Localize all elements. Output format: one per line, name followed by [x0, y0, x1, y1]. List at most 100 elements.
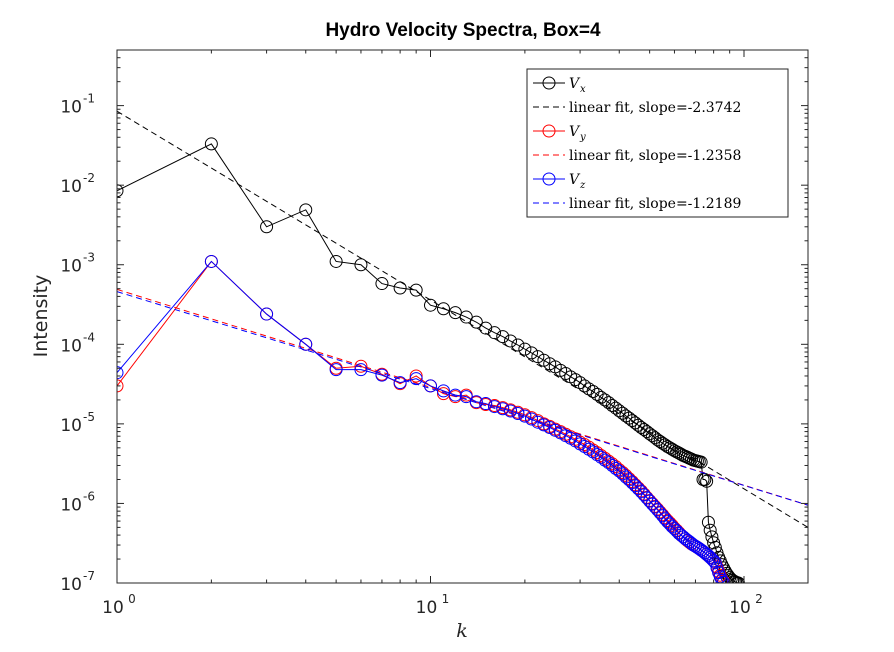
data-point-v-x — [612, 404, 626, 418]
legend-label-linear-fit-slope-2-3742: linear fit, slope=-2.3742 — [569, 100, 741, 116]
data-point-v-z — [609, 461, 623, 475]
y-tick-label: 10 — [60, 336, 82, 356]
data-point-v-y — [354, 359, 368, 373]
y-tick-label: 10 — [60, 575, 82, 595]
data-point-v-x — [511, 338, 525, 352]
data-point-v-z — [715, 573, 729, 583]
y-tick-label: 10 — [60, 257, 82, 277]
data-point-v-x — [354, 258, 368, 272]
data-point-v-z — [525, 412, 539, 426]
data-point-v-y — [409, 369, 423, 383]
data-point-v-x — [329, 254, 343, 268]
x-axis-label: k — [456, 620, 468, 642]
legend-swatch-marker-v-x — [542, 76, 556, 90]
data-point-v-x — [448, 306, 462, 320]
data-point-v-z — [479, 397, 493, 411]
legend-swatch-marker-v-y — [542, 124, 556, 138]
series-line-v-x — [117, 143, 739, 583]
y-tick-exponent: -4 — [83, 330, 95, 344]
data-point-v-x — [409, 283, 423, 297]
data-point-v-x — [568, 373, 582, 387]
data-point-v-z — [701, 549, 715, 563]
data-point-v-x — [504, 334, 518, 348]
y-axis-label: Intensity — [30, 275, 52, 358]
data-point-v-z — [354, 363, 368, 377]
series-layer — [117, 110, 808, 583]
data-point-v-x — [701, 515, 715, 529]
data-point-v-z — [469, 395, 483, 409]
legend-swatch-marker-v-z — [542, 172, 556, 186]
data-point-v-z — [598, 453, 612, 467]
legend-label-sub-v-z: z — [579, 180, 586, 191]
chart-title: Hydro Velocity Spectra, Box=4 — [325, 20, 601, 41]
data-point-v-x — [531, 350, 545, 364]
data-point-v-x — [260, 220, 274, 234]
y-tick-label: 10 — [60, 416, 82, 436]
y-tick-exponent: -1 — [83, 92, 95, 106]
data-point-v-z — [660, 515, 674, 529]
legend-label-v-x: V — [569, 76, 581, 92]
data-point-v-x — [469, 315, 483, 329]
data-point-v-x — [204, 137, 218, 151]
data-point-v-x — [299, 203, 313, 217]
fit-line-linear-fit-slope-1-2189 — [117, 291, 808, 506]
data-point-v-z — [204, 254, 218, 268]
data-point-v-z — [329, 363, 343, 377]
x-tick-label: 10 — [416, 598, 438, 618]
legend-label-linear-fit-slope-1-2189: linear fit, slope=-1.2189 — [569, 196, 741, 212]
series-linear-fit-slope-1-2189 — [117, 291, 808, 506]
axes-box — [116, 49, 809, 584]
data-point-v-z — [299, 337, 313, 351]
data-point-v-x — [703, 523, 717, 537]
data-point-v-z — [665, 520, 679, 534]
y-tick-label: 10 — [60, 177, 82, 197]
x-tick-exponent: 0 — [128, 592, 136, 606]
fit-line-linear-fit-slope-2-3742 — [117, 110, 808, 528]
series-v-z — [117, 254, 730, 583]
data-point-v-z — [707, 554, 721, 568]
data-point-v-z — [658, 512, 672, 526]
data-point-v-x — [459, 310, 473, 324]
data-point-v-y — [117, 379, 124, 393]
data-point-v-z — [496, 402, 510, 416]
data-point-v-x — [479, 321, 493, 335]
legend-box — [526, 68, 789, 218]
y-tick-label: 10 — [60, 98, 82, 118]
data-point-v-x — [436, 302, 450, 316]
data-point-v-x — [424, 298, 437, 312]
data-point-v-x — [616, 406, 630, 420]
data-point-v-x — [731, 576, 745, 583]
data-point-v-z — [703, 550, 717, 564]
y-tick-exponent: -5 — [83, 410, 95, 424]
legend-label-linear-fit-slope-1-2358: linear fit, slope=-1.2358 — [569, 148, 741, 164]
data-point-v-z — [459, 390, 473, 404]
series-linear-fit-slope-2-3742 — [117, 110, 808, 528]
y-tick-exponent: -7 — [83, 569, 95, 583]
data-point-v-z — [117, 366, 124, 380]
y-tick-exponent: -6 — [83, 489, 95, 503]
data-point-v-z — [488, 400, 501, 414]
data-point-v-z — [531, 415, 545, 429]
legend-label-sub-v-x: x — [580, 84, 586, 95]
x-tick-label: 10 — [102, 598, 124, 618]
data-point-v-x — [375, 277, 389, 291]
data-point-v-z — [393, 376, 407, 390]
data-point-v-x — [117, 184, 124, 198]
data-point-v-z — [409, 372, 423, 386]
data-point-v-x — [594, 390, 608, 404]
data-point-v-x — [700, 474, 714, 488]
data-point-v-x — [694, 455, 708, 469]
x-tick-exponent: 1 — [442, 592, 450, 606]
data-point-v-z — [260, 307, 274, 321]
legend-label-v-z: V — [569, 172, 581, 188]
legend-label-sub-v-y: y — [579, 132, 586, 143]
data-point-v-x — [518, 342, 532, 356]
x-tick-label: 10 — [729, 598, 751, 618]
data-point-v-x — [496, 330, 510, 344]
data-point-v-z — [663, 517, 677, 531]
legend-label-v-y: V — [569, 124, 581, 140]
y-tick-exponent: -3 — [83, 251, 95, 265]
ticks-layer: 10 0 10 1 10 210 -710 -610 -510 -410 -310 -210 -1 — [60, 50, 808, 618]
